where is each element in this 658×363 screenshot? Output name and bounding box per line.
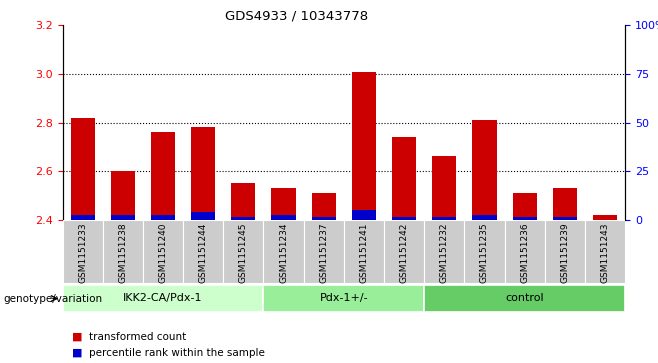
Bar [263, 220, 303, 283]
Bar [343, 220, 384, 283]
Bar [191, 127, 215, 220]
Bar [232, 183, 255, 220]
Bar [432, 217, 457, 220]
Text: percentile rank within the sample: percentile rank within the sample [89, 348, 265, 358]
Bar [585, 220, 625, 283]
Text: IKK2-CA/Pdx-1: IKK2-CA/Pdx-1 [123, 293, 203, 303]
Text: control: control [505, 293, 544, 303]
Text: GSM1151240: GSM1151240 [159, 223, 168, 283]
Bar [272, 188, 295, 220]
Bar [545, 220, 585, 283]
Bar [424, 220, 465, 283]
Bar [424, 285, 625, 313]
Text: ■: ■ [72, 332, 83, 342]
Bar [472, 215, 497, 220]
Bar [111, 215, 135, 220]
Bar [191, 212, 215, 220]
Text: ■: ■ [72, 348, 83, 358]
Bar [143, 220, 183, 283]
Text: GSM1151238: GSM1151238 [118, 223, 127, 284]
Bar [553, 217, 577, 220]
Text: GSM1151235: GSM1151235 [480, 223, 489, 284]
Text: GDS4933 / 10343778: GDS4933 / 10343778 [224, 9, 368, 22]
Bar [352, 72, 376, 220]
Bar [232, 217, 255, 220]
Text: GSM1151242: GSM1151242 [399, 223, 409, 283]
Bar [151, 132, 175, 220]
Text: GSM1151232: GSM1151232 [440, 223, 449, 283]
Bar [312, 217, 336, 220]
Text: GSM1151236: GSM1151236 [520, 223, 529, 284]
Text: GSM1151234: GSM1151234 [279, 223, 288, 283]
Bar [70, 215, 95, 220]
Bar [392, 217, 416, 220]
Bar [505, 220, 545, 283]
Bar [465, 220, 505, 283]
Text: GSM1151233: GSM1151233 [78, 223, 87, 284]
Bar [472, 120, 497, 220]
Text: genotype/variation: genotype/variation [3, 294, 103, 303]
Bar [183, 220, 223, 283]
Bar [432, 156, 457, 220]
Bar [151, 215, 175, 220]
Bar [553, 188, 577, 220]
Bar [63, 220, 103, 283]
Text: Pdx-1+/-: Pdx-1+/- [320, 293, 368, 303]
Text: transformed count: transformed count [89, 332, 186, 342]
Bar [303, 220, 343, 283]
Bar [111, 171, 135, 220]
Bar [103, 220, 143, 283]
Bar [263, 285, 424, 313]
Bar [593, 215, 617, 220]
Text: GSM1151243: GSM1151243 [601, 223, 609, 283]
Bar [513, 193, 537, 220]
Text: GSM1151244: GSM1151244 [199, 223, 208, 283]
Bar [70, 118, 95, 220]
Bar [352, 210, 376, 220]
Bar [223, 220, 263, 283]
Bar [513, 217, 537, 220]
Bar [392, 137, 416, 220]
Bar [272, 215, 295, 220]
Bar [384, 220, 424, 283]
Text: GSM1151245: GSM1151245 [239, 223, 248, 283]
Text: GSM1151237: GSM1151237 [319, 223, 328, 284]
Bar [63, 285, 263, 313]
Text: GSM1151241: GSM1151241 [359, 223, 368, 283]
Bar [312, 193, 336, 220]
Text: GSM1151239: GSM1151239 [561, 223, 569, 284]
